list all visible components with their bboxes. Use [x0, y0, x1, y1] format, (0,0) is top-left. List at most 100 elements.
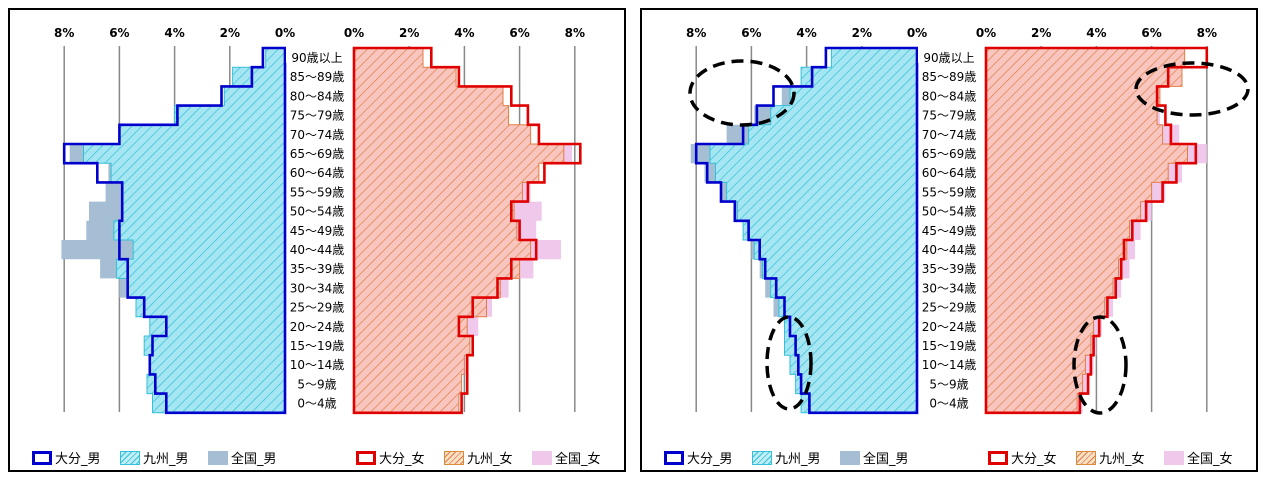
legend-swatch-oita-female	[988, 450, 1008, 465]
age-group-label: 15～19歳	[290, 339, 345, 353]
x-tick-label: 6%	[741, 26, 761, 40]
legend-item-oita-female: 大分_女	[988, 448, 1057, 467]
x-tick-label: 0%	[344, 26, 364, 40]
legend-item-kyushu-female: 九州_女	[444, 448, 513, 467]
legend-label: 九州_女	[467, 452, 513, 467]
age-group-label: 55～59歳	[290, 185, 345, 199]
x-tick-label: 8%	[54, 26, 74, 40]
x-tick-label: 6%	[109, 26, 129, 40]
age-group-label: 70～74歳	[922, 128, 977, 142]
legend-swatch-national-male	[840, 450, 860, 465]
legend-item-oita-male: 大分_男	[664, 448, 733, 467]
x-tick-label: 8%	[1197, 26, 1217, 40]
series-oita-male	[694, 46, 919, 415]
legend-label: 大分_女	[379, 452, 425, 467]
age-group-label: 20～24歳	[922, 320, 977, 334]
legend-swatch-kyushu-male	[752, 450, 772, 465]
legend-label: 全国_男	[863, 452, 909, 467]
pyramid-panel-1: 8% 6% 4% 2% 0% 0% 2% 4% 6% 8% 90歳以上 85～89歳 80～84歳 75～…	[8, 8, 626, 472]
series-kyushu-male	[709, 47, 918, 414]
annotation-dashed-ellipse	[765, 315, 813, 411]
legend-label: 大分_男	[687, 452, 733, 467]
x-tick-label: 4%	[164, 26, 184, 40]
age-group-label: 20～24歳	[290, 320, 345, 334]
legend-label: 大分_女	[1011, 452, 1057, 467]
legend-item-kyushu-male: 九州_男	[120, 448, 189, 467]
legend-label: 全国_男	[231, 452, 277, 467]
legend-label: 九州_男	[143, 452, 189, 467]
age-group-label: 35～39歳	[922, 262, 977, 276]
age-group-label: 90歳以上	[291, 51, 342, 65]
legend-label: 九州_男	[775, 452, 821, 467]
age-group-label: 50～54歳	[290, 205, 345, 219]
x-tick-label: 0%	[976, 26, 996, 40]
age-group-label: 40～44歳	[922, 243, 977, 257]
legend-swatch-oita-female	[356, 450, 376, 465]
population-pyramid-chart-1: 8% 6% 4% 2% 0% 0% 2% 4% 6% 8% 90歳以上 85～89歳 80～84歳 75～…	[54, 26, 585, 415]
x-tick-label: 4%	[796, 26, 816, 40]
x-tick-label: 8%	[565, 26, 585, 40]
legend-item-national-male: 全国_男	[840, 448, 909, 467]
legend-item-kyushu-female: 九州_女	[1076, 448, 1145, 467]
legend-item-national-male: 全国_男	[208, 448, 277, 467]
legend-swatch-oita-male	[664, 450, 684, 465]
population-pyramid-chart-2: 8% 6% 4% 2% 0% 0% 2% 4% 6% 8% 90歳以上 85～89歳 80～84歳 75～…	[686, 26, 1250, 415]
x-tick-label: 8%	[686, 26, 706, 40]
age-group-label: 35～39歳	[290, 262, 345, 276]
age-group-label: 25～29歳	[290, 301, 345, 315]
age-group-label: 0～4歳	[297, 397, 336, 411]
age-group-label: 30～34歳	[922, 281, 977, 295]
series-oita-male	[62, 46, 287, 415]
age-group-label: 65～69歳	[922, 147, 977, 161]
x-tick-label: 2%	[399, 26, 419, 40]
age-group-label: 85～89歳	[922, 70, 977, 84]
age-group-label: 40～44歳	[290, 243, 345, 257]
age-group-label: 70～74歳	[290, 128, 345, 142]
age-group-label: 85～89歳	[290, 70, 345, 84]
legend-swatch-kyushu-male	[120, 450, 140, 465]
legend-label: 全国_女	[555, 452, 601, 467]
legend-1: 大分_男 九州_男 全国_男 大分_女 九州_女 全国_女	[10, 448, 624, 472]
legend-item-oita-female: 大分_女	[356, 448, 425, 467]
pyramid-panel-2: 8% 6% 4% 2% 0% 0% 2% 4% 6% 8% 90歳以上 85～89歳 80～84歳 75～…	[640, 8, 1258, 472]
age-group-label: 75～79歳	[290, 109, 345, 123]
series-kyushu-female	[353, 47, 565, 414]
legend-label: 大分_男	[55, 452, 101, 467]
x-tick-label: 2%	[852, 26, 872, 40]
age-group-label: 5～9歳	[929, 377, 968, 391]
age-group-label: 45～49歳	[922, 224, 977, 238]
legend-label: 九州_女	[1099, 452, 1145, 467]
legend-label: 全国_女	[1187, 452, 1233, 467]
x-tick-label: 6%	[1141, 26, 1161, 40]
legend-item-national-female: 全国_女	[1164, 448, 1233, 467]
legend-swatch-kyushu-female	[1076, 450, 1096, 465]
series-oita-female	[352, 46, 582, 415]
age-group-label: 55～59歳	[922, 185, 977, 199]
legend-swatch-kyushu-female	[444, 450, 464, 465]
x-tick-label: 4%	[1086, 26, 1106, 40]
age-group-label: 25～29歳	[922, 301, 977, 315]
age-group-label: 45～49歳	[290, 224, 345, 238]
age-group-label: 80～84歳	[290, 89, 345, 103]
legend-2: 大分_男 九州_男 全国_男 大分_女 九州_女 全国_女	[642, 448, 1256, 472]
age-group-label: 0～4歳	[929, 397, 968, 411]
x-tick-label: 4%	[454, 26, 474, 40]
x-tick-label: 2%	[220, 26, 240, 40]
x-tick-label: 0%	[907, 26, 927, 40]
annotation-dashed-ellipse	[688, 59, 796, 127]
series-kyushu-male	[83, 47, 286, 414]
legend-swatch-national-male	[208, 450, 228, 465]
age-group-label: 65～69歳	[290, 147, 345, 161]
legend-item-oita-male: 大分_男	[32, 448, 101, 467]
legend-item-national-female: 全国_女	[532, 448, 601, 467]
age-group-label: 60～64歳	[290, 166, 345, 180]
legend-swatch-national-female	[532, 450, 552, 465]
age-group-label: 50～54歳	[922, 205, 977, 219]
series-oita-female	[984, 46, 1209, 415]
x-tick-label: 2%	[1031, 26, 1051, 40]
annotation-dashed-ellipse	[1134, 61, 1250, 117]
age-group-label: 60～64歳	[922, 166, 977, 180]
age-group-label: 75～79歳	[922, 109, 977, 123]
annotation-dashed-ellipse	[1072, 315, 1128, 415]
age-group-label: 15～19歳	[922, 339, 977, 353]
